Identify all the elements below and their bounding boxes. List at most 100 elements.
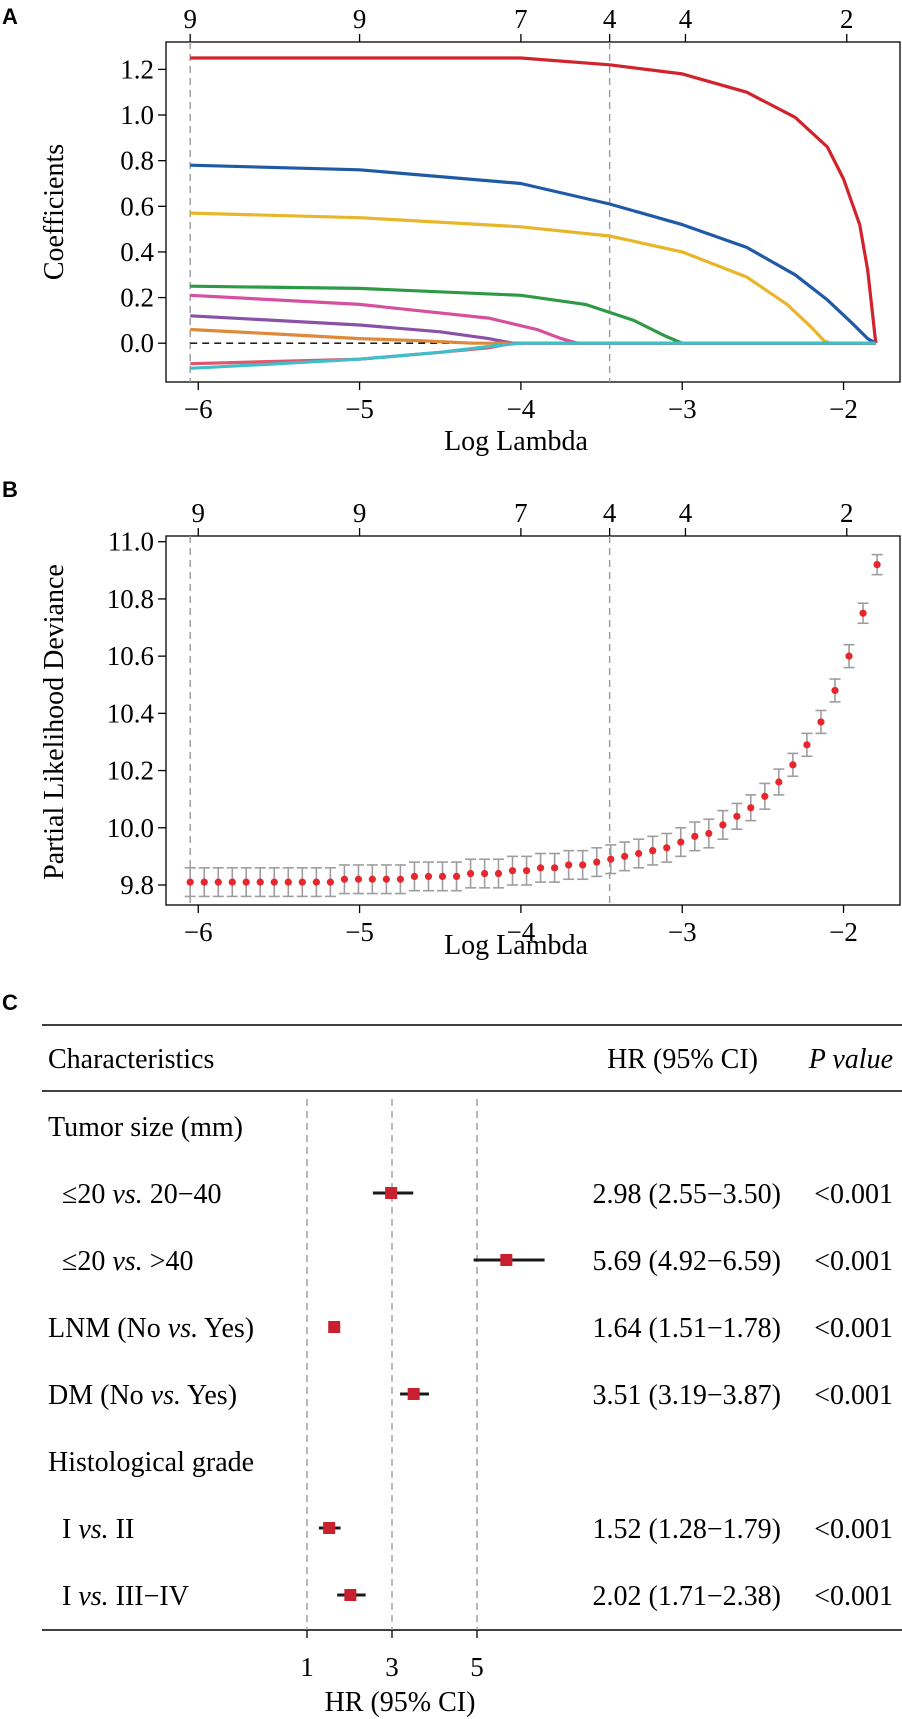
- panel-b-deviance-point: [270, 878, 278, 886]
- panel-b-x-tick-label: −3: [668, 917, 697, 947]
- forest-hr-value: 5.69 (4.92−6.59): [593, 1246, 781, 1277]
- panel-b-deviance-point: [228, 878, 236, 886]
- forest-col-header-hr: HR (95% CI): [607, 1044, 758, 1075]
- panel-b-deviance-point: [831, 686, 839, 695]
- panel-a-y-tick-label: 0.2: [120, 283, 154, 313]
- panel-b-top-tick-label: 4: [679, 498, 693, 528]
- panel-b-deviance-point: [705, 829, 713, 838]
- forest-row-label: I vs. III−IV: [62, 1581, 189, 1612]
- panel-b-deviance-point: [326, 878, 334, 886]
- panel-b-deviance-point: [186, 878, 194, 886]
- forest-row-label-part: I: [62, 1581, 78, 1612]
- forest-p-value: <0.001: [814, 1380, 893, 1411]
- panel-b-deviance-point: [200, 878, 208, 886]
- panel-a-top-tick-label: 7: [514, 4, 528, 34]
- panel-b-deviance-point: [859, 609, 867, 617]
- panel-a-top-tick-label: 4: [679, 4, 693, 34]
- panel-b-deviance-point: [845, 652, 853, 660]
- forest-p-value: <0.001: [814, 1246, 893, 1277]
- panel-b-deviance-point: [368, 875, 376, 883]
- panel-b-deviance-point: [494, 869, 503, 878]
- forest-row-label-part: ≤20: [62, 1179, 112, 1210]
- forest-hr-point: [407, 1388, 420, 1400]
- panel-b-deviance-point: [424, 872, 433, 880]
- panel-b-deviance-point: [607, 855, 615, 863]
- panel-b-deviance-point: [522, 867, 531, 875]
- panel-b-x-tick-label: −6: [184, 917, 213, 947]
- panel-b-deviance-point: [536, 864, 545, 872]
- forest-row-label-vs: vs.: [78, 1514, 108, 1545]
- panel-a-y-tick-label: 1.2: [120, 54, 154, 84]
- panel-a-x-tick-label: −5: [345, 394, 374, 424]
- panel-b-deviance-point: [481, 869, 489, 878]
- panel-b-deviance-point: [663, 844, 671, 852]
- panel-a-y-tick-label: 0.0: [120, 328, 154, 358]
- panel-b-deviance-point: [354, 875, 363, 883]
- forest-row-label: DM (No vs. Yes): [48, 1380, 237, 1411]
- panel-a-series-line-9: [190, 341, 876, 370]
- forest-hr-point: [323, 1522, 336, 1534]
- panel-a-content: −6 −5 −4 −3 −2 0.0 0.2 0.4 0.6 0.8 1.0 1.2 9 9 7 4 4 2: [120, 4, 878, 424]
- panel-a-series-line-3: [190, 211, 876, 345]
- forest-p-value: <0.001: [814, 1514, 893, 1545]
- panel-b-deviance-plot: −6 −5 −4 −3 −2 9.8 10.0 10.2 10.4 10.6 10.8 11.0 9 9 7…: [39, 498, 901, 961]
- forest-hr-point: [344, 1589, 357, 1601]
- forest-hr-point: [500, 1254, 513, 1266]
- panel-b-y-tick-label: 10.2: [107, 756, 154, 786]
- panel-b-x-tick-label: −5: [345, 917, 374, 947]
- panel-b-deviance-point: [635, 849, 643, 858]
- forest-row-label-vs: vs.: [151, 1380, 181, 1411]
- panel-b-top-tick-label: 4: [603, 498, 617, 528]
- panel-b-y-tick-label: 10.8: [107, 584, 154, 614]
- panel-b-top-tick-label: 7: [514, 498, 528, 528]
- forest-row-label-part: ≤20: [62, 1246, 112, 1277]
- panel-b-deviance-point: [677, 838, 685, 846]
- panel-b-deviance-point: [508, 867, 517, 875]
- forest-row-label-part: DM (No: [48, 1380, 151, 1411]
- panel-a-series-line-7: [190, 327, 876, 345]
- panel-b-y-tick-label: 10.0: [107, 813, 154, 843]
- forest-row-label-part: III−IV: [109, 1581, 189, 1612]
- panel-b-deviance-point: [382, 875, 390, 883]
- panel-a-x-tick-label: −4: [507, 394, 536, 424]
- forest-row-label-part: II: [109, 1514, 135, 1545]
- forest-group-label: Histological grade: [48, 1447, 254, 1478]
- panel-a-y-tick-label: 0.8: [120, 146, 154, 176]
- forest-p-value: <0.001: [814, 1179, 893, 1210]
- forest-hr-point: [328, 1321, 341, 1333]
- panel-b-deviance-point: [775, 778, 783, 786]
- panel-b-deviance-point: [789, 761, 797, 769]
- panel-b-deviance-point: [719, 821, 727, 829]
- forest-x-tick-label: 1: [300, 1652, 314, 1682]
- panel-b-deviance-point: [649, 847, 657, 855]
- panel-b-deviance-point: [410, 872, 419, 880]
- forest-row-label-vs: vs.: [78, 1581, 108, 1612]
- forest-x-tick-label: 3: [385, 1652, 399, 1682]
- panel-a-top-tick-label: 9: [353, 4, 367, 34]
- forest-hr-value: 2.02 (1.71−2.38): [593, 1581, 781, 1612]
- panel-a-y-tick-label: 0.4: [120, 237, 154, 267]
- panel-b-deviance-point: [873, 561, 881, 569]
- forest-hr-value: 3.51 (3.19−3.87): [593, 1380, 781, 1411]
- panel-a-y-axis-label: Coefficients: [39, 144, 70, 280]
- panel-b-y-axis-label: Partial Likelihood Deviance: [39, 564, 70, 880]
- panel-c-content: Tumor size (mm) ≤20 vs. 20−40 2.98 (2.55−3…: [48, 1099, 893, 1682]
- forest-hr-point: [385, 1187, 398, 1199]
- panel-a-x-tick-label: −6: [184, 394, 213, 424]
- forest-row-label-part: Yes): [181, 1380, 237, 1411]
- panel-b-top-tick-label: 2: [840, 498, 854, 528]
- panel-b-deviance-point: [298, 878, 306, 886]
- forest-p-value: <0.001: [814, 1581, 893, 1612]
- panel-b-x-tick-label: −2: [829, 917, 858, 947]
- forest-row-label-part: LNM (No: [48, 1313, 168, 1344]
- panel-b-x-tick-label: −4: [507, 917, 536, 947]
- forest-row-label: ≤20 vs. >40: [62, 1246, 194, 1277]
- panel-a-y-tick-label: 1.0: [120, 100, 154, 130]
- forest-row-label-vs: vs.: [112, 1179, 142, 1210]
- panel-a-x-axis-label: Log Lambda: [444, 426, 588, 457]
- forest-row-label-vs: vs.: [112, 1246, 142, 1277]
- forest-hr-value: 1.64 (1.51−1.78): [593, 1313, 781, 1344]
- panel-a-x-tick-label: −3: [668, 394, 697, 424]
- panel-letter-a: A: [2, 4, 18, 29]
